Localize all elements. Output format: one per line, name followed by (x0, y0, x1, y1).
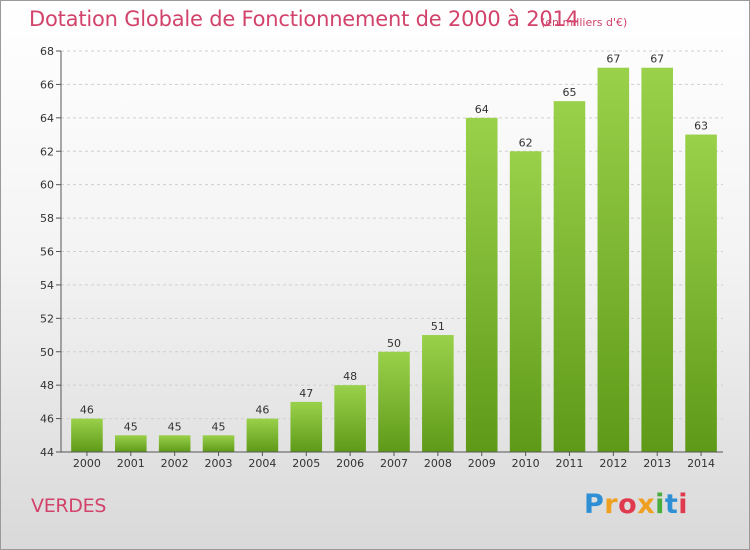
y-tick-label: 50 (40, 346, 54, 359)
bar-2003 (202, 435, 235, 452)
x-tick-label-2008: 2008 (424, 457, 452, 470)
bar-2012 (597, 67, 630, 452)
bar-2005 (290, 401, 323, 452)
logo-letter: i (655, 489, 665, 520)
x-tick-label-2012: 2012 (599, 457, 627, 470)
y-tick-label: 58 (40, 212, 54, 225)
bar-2011 (553, 101, 586, 452)
logo-letter: x (637, 489, 656, 520)
value-label-2012: 67 (606, 53, 620, 66)
x-tick-label-2001: 2001 (117, 457, 145, 470)
value-label-2011: 65 (562, 86, 576, 99)
logo-letter: P (584, 489, 605, 520)
value-label-2013: 67 (650, 53, 664, 66)
x-tick-label-2004: 2004 (248, 457, 276, 470)
x-tick-label-2006: 2006 (336, 457, 364, 470)
x-tick-label-2007: 2007 (380, 457, 408, 470)
y-tick-label: 60 (40, 179, 54, 192)
y-tick-label: 56 (40, 246, 54, 259)
y-tick-label: 66 (40, 78, 54, 91)
bar-2013 (641, 67, 673, 452)
x-tick-label-2014: 2014 (687, 457, 715, 470)
y-tick-label: 48 (40, 379, 54, 392)
bar-2010 (509, 151, 542, 452)
x-tick-label-2009: 2009 (468, 457, 496, 470)
logo-letter: r (604, 489, 619, 520)
x-tick-label-2003: 2003 (205, 457, 233, 470)
value-label-2003: 45 (212, 420, 226, 433)
value-label-2000: 46 (80, 404, 94, 417)
value-label-2006: 48 (343, 370, 357, 383)
commune-name: VERDES (31, 495, 107, 517)
y-tick-label: 52 (40, 312, 54, 325)
bar-2001 (115, 435, 147, 452)
bar-2009 (465, 117, 498, 452)
value-label-2014: 63 (694, 120, 708, 133)
x-tick-label-2002: 2002 (161, 457, 189, 470)
x-tick-label-2000: 2000 (73, 457, 101, 470)
x-tick-label-2005: 2005 (292, 457, 320, 470)
value-label-2010: 62 (519, 136, 533, 149)
logo-letter: t (664, 489, 679, 520)
y-tick-label: 46 (40, 413, 54, 426)
bar-2004 (246, 418, 279, 452)
value-label-2008: 51 (431, 320, 445, 333)
y-tick-label: 64 (40, 112, 54, 125)
value-label-2007: 50 (387, 337, 401, 350)
bar-2007 (378, 351, 410, 452)
y-tick-label: 68 (40, 45, 54, 58)
y-tick-label: 54 (40, 279, 54, 292)
chart-subtitle: (en milliers d'€) (541, 16, 628, 29)
value-label-2002: 45 (168, 420, 182, 433)
value-label-2005: 47 (299, 387, 313, 400)
value-label-2001: 45 (124, 420, 138, 433)
bar-2014 (685, 134, 717, 452)
chart-title: Dotation Globale de Fonctionnement de 20… (29, 7, 579, 31)
y-tick-label: 62 (40, 145, 54, 158)
bar-2006 (334, 385, 366, 452)
bar-2002 (158, 435, 191, 452)
value-label-2004: 46 (255, 404, 269, 417)
x-tick-label-2013: 2013 (643, 457, 671, 470)
proxiti-logo: Proxiti (584, 489, 688, 520)
value-label-2009: 64 (475, 103, 489, 116)
logo-letter: o (618, 489, 638, 520)
x-tick-label-2010: 2010 (512, 457, 540, 470)
logo-letter: i (678, 489, 689, 520)
y-tick-label: 44 (40, 446, 54, 459)
x-tick-label-2011: 2011 (555, 457, 583, 470)
bar-2008 (422, 335, 454, 452)
bar-2000 (71, 418, 103, 452)
